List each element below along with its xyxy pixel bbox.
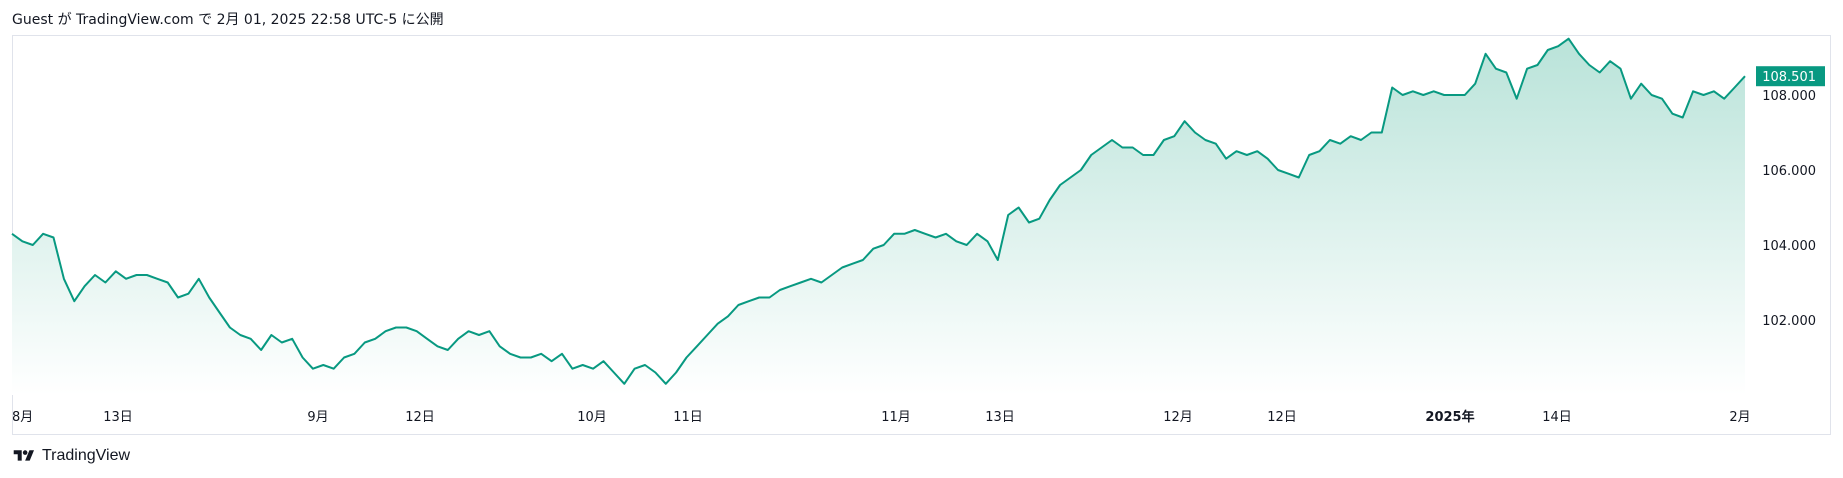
x-tick-label: 12日	[405, 410, 435, 425]
x-tick-label: 2月	[1729, 410, 1750, 425]
x-tick-label: 11月	[881, 410, 911, 425]
x-tick-label: 12月	[1163, 410, 1193, 425]
price-line[interactable]	[11, 37, 1746, 385]
x-tick-label: 11日	[673, 410, 703, 425]
last-price-label: 108.501	[1762, 70, 1816, 85]
x-tick-label: 14日	[1542, 410, 1572, 425]
brand-name: TradingView	[42, 447, 131, 464]
y-tick-label: 102.000	[1762, 314, 1816, 329]
y-tick-label: 108.000	[1762, 89, 1816, 104]
x-tick-label: 13日	[985, 410, 1015, 425]
x-tick-label: 9月	[307, 410, 328, 425]
x-tick-label: 8月	[12, 410, 33, 425]
published-info: Guest が TradingView.com で 2月 01, 2025 22…	[12, 12, 444, 28]
x-tick-label: 12日	[1267, 410, 1297, 425]
x-tick-label: 10月	[577, 410, 607, 425]
last-price-tag	[1756, 66, 1825, 87]
y-tick-label: 104.000	[1762, 239, 1816, 254]
x-tick-label: 2025年	[1425, 409, 1474, 425]
brand-footer: TradingView	[12, 447, 130, 465]
price-chart[interactable]: 102.000 104.000 106.000 108.000 8月 13日 9月 12日 1…	[0, 0, 1843, 440]
tradingview-logo-icon	[13, 450, 34, 461]
x-tick-label: 13日	[103, 410, 133, 425]
y-tick-label: 106.000	[1762, 164, 1816, 179]
price-area-fill	[12, 38, 1745, 395]
